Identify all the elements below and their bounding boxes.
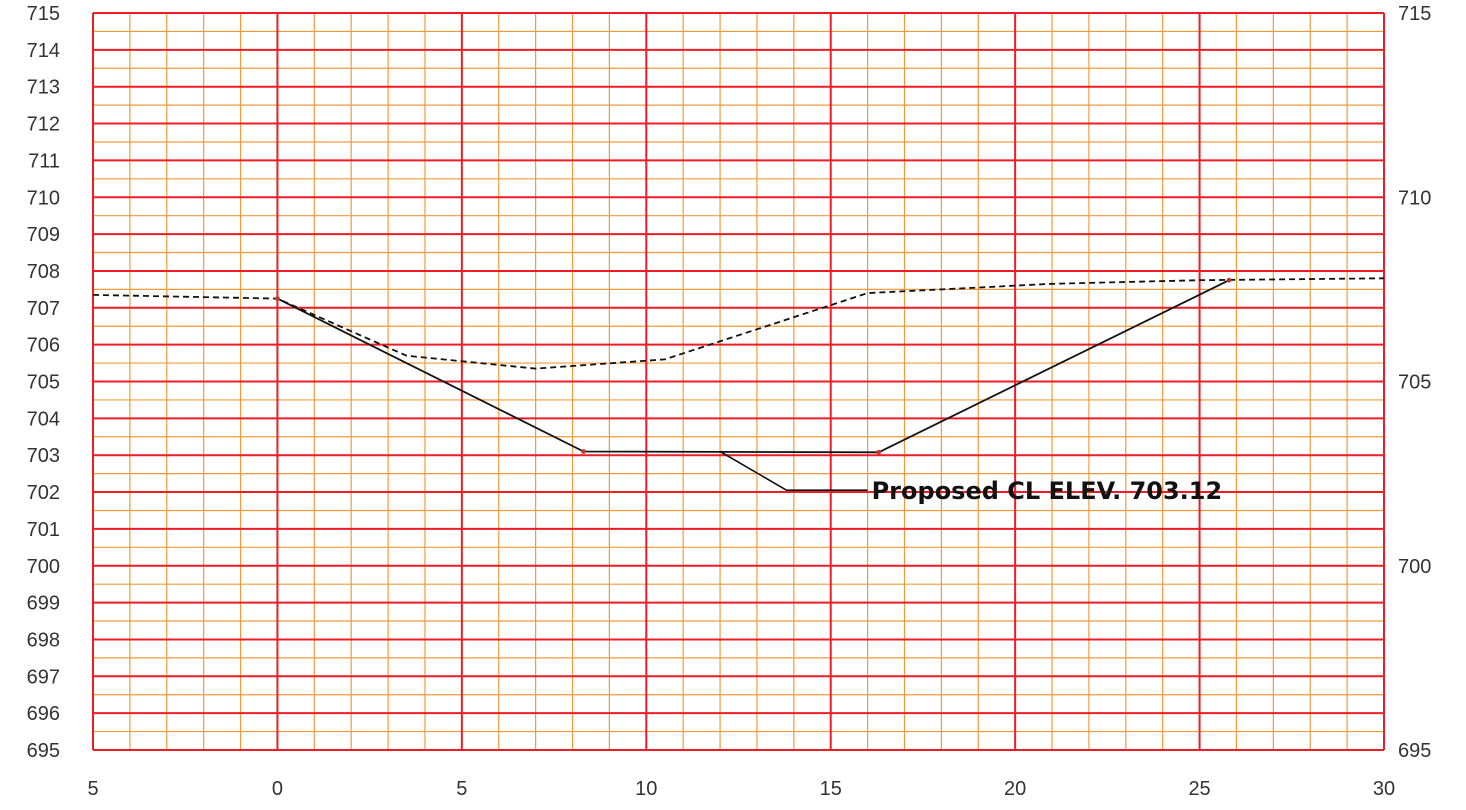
- right-y-tick-label: 705: [1398, 372, 1431, 394]
- left-y-tick-label: 701: [27, 519, 60, 541]
- x-tick-label: 20: [1004, 778, 1026, 800]
- annotation-leader-line: [719, 450, 868, 492]
- left-y-tick-label: 700: [27, 556, 60, 578]
- left-y-tick-label: 703: [27, 445, 60, 467]
- left-y-tick-label: 711: [28, 150, 60, 172]
- left-y-tick-label: 698: [27, 629, 60, 651]
- left-y-tick-label: 706: [27, 335, 60, 357]
- right-y-tick-label: 700: [1398, 556, 1431, 578]
- right-y-axis: 715 710 705 700 695: [1398, 3, 1431, 762]
- x-tick-label: 0: [272, 778, 283, 800]
- left-y-tick-label: 697: [27, 666, 60, 688]
- annotation-layer: Proposed CL ELEV. 703.12: [719, 450, 1223, 505]
- vertex-point: [581, 449, 586, 454]
- x-tick-label: 30: [1373, 778, 1395, 800]
- annotation-label: Proposed CL ELEV. 703.12: [872, 477, 1223, 505]
- vertex-point: [1226, 277, 1232, 283]
- left-y-tick-label: 707: [27, 298, 60, 320]
- left-y-tick-label: 715: [27, 3, 60, 25]
- left-y-tick-label: 702: [27, 482, 60, 504]
- series-layer: [92, 277, 1385, 455]
- left-y-tick-label: 704: [27, 408, 60, 430]
- left-y-tick-label: 712: [27, 114, 60, 136]
- left-y-tick-label: 713: [27, 77, 60, 99]
- x-tick-label: 5: [87, 778, 98, 800]
- x-tick-label: 10: [635, 778, 657, 800]
- existing-ground-line: [92, 277, 1385, 370]
- proposed-section-line: [276, 279, 1230, 454]
- left-y-tick-label: 709: [27, 224, 60, 246]
- left-y-tick-label: 696: [27, 703, 60, 725]
- vertex-point: [876, 449, 882, 455]
- left-y-tick-label: 714: [27, 40, 60, 62]
- right-y-tick-label: 715: [1398, 3, 1431, 25]
- x-tick-label: 15: [820, 778, 842, 800]
- vertex-point: [275, 296, 280, 301]
- right-y-tick-label: 710: [1398, 187, 1431, 209]
- left-y-tick-label: 710: [27, 187, 60, 209]
- left-y-tick-label: 695: [27, 740, 60, 762]
- left-y-tick-label: 705: [27, 372, 60, 394]
- x-tick-label: 5: [456, 778, 467, 800]
- left-y-tick-label: 699: [27, 593, 60, 615]
- x-axis: 5 0 5 10 15 20 25 30: [87, 778, 1395, 800]
- x-tick-label: 25: [1188, 778, 1210, 800]
- major-grid: [92, 12, 1385, 751]
- left-y-tick-label: 708: [27, 261, 60, 283]
- right-y-tick-label: 695: [1398, 740, 1431, 762]
- left-y-axis: 715 714 713 712 711 710 709 708 707 706 705 704 703 7…: [27, 3, 60, 762]
